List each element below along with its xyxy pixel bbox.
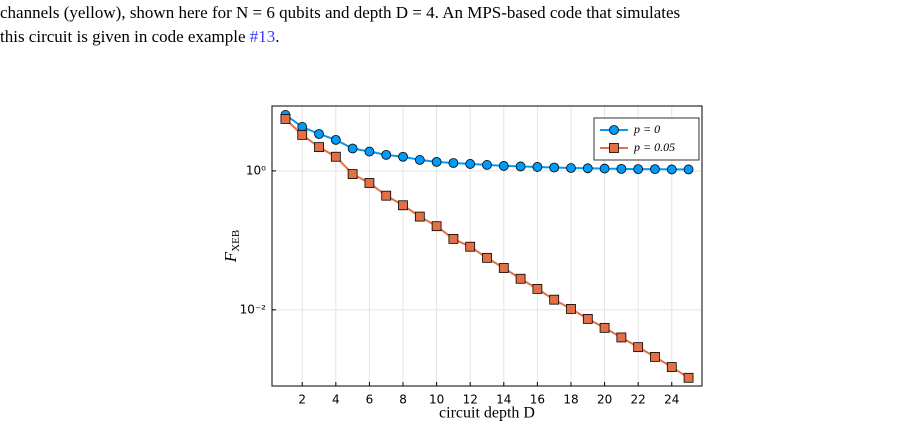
data-point <box>683 164 694 175</box>
data-point <box>448 158 459 168</box>
data-point <box>347 143 358 154</box>
data-point <box>582 313 593 324</box>
text: . <box>275 27 279 46</box>
data-point <box>381 190 392 201</box>
y-axis-label-main: F <box>221 251 240 263</box>
data-point <box>431 156 442 167</box>
data-point <box>633 164 644 175</box>
x-tick-label: 14 <box>496 393 511 407</box>
data-point <box>330 134 341 145</box>
data-point <box>566 163 576 173</box>
data-point <box>398 151 408 162</box>
legend-marker <box>609 143 619 153</box>
legend-label: p = 0.05 <box>633 140 675 154</box>
data-point <box>414 155 425 165</box>
data-point <box>566 304 576 314</box>
data-point <box>314 142 324 153</box>
data-point <box>381 149 392 160</box>
data-point <box>364 178 375 188</box>
data-point <box>330 151 341 162</box>
link[interactable]: #13 <box>250 27 276 46</box>
data-point <box>616 332 627 343</box>
data-point <box>482 160 492 170</box>
data-point <box>599 163 610 174</box>
data-point <box>515 161 526 172</box>
data-point <box>482 252 492 263</box>
data-point <box>448 233 459 244</box>
x-tick-label: 4 <box>332 393 340 407</box>
data-point <box>297 129 308 140</box>
text: this circuit is given in code example <box>0 27 250 46</box>
data-point <box>532 162 543 172</box>
x-tick-label: 8 <box>399 393 407 407</box>
x-tick-label: 12 <box>463 393 478 407</box>
data-point <box>666 164 677 175</box>
paragraph-line: channels (yellow), shown here for N = 6 … <box>0 3 680 22</box>
y-tick-label: 10⁰ <box>246 163 266 177</box>
data-point <box>633 342 644 353</box>
paragraph-line: this circuit is given in code example #1… <box>0 27 280 46</box>
data-point <box>666 362 677 372</box>
plot-frame <box>271 105 703 387</box>
data-point <box>549 294 560 305</box>
data-point <box>280 114 291 124</box>
data-point <box>498 161 509 171</box>
data-point <box>364 146 375 157</box>
data-point <box>549 162 560 173</box>
data-point <box>616 163 627 174</box>
legend-label: p = 0 <box>633 122 660 136</box>
legend-marker <box>609 125 619 135</box>
data-point <box>650 351 660 362</box>
data-point <box>465 159 476 169</box>
data-point <box>683 372 694 383</box>
y-tick-label: 10⁻² <box>240 302 267 316</box>
x-tick-label: 22 <box>631 393 646 407</box>
x-tick-label: 18 <box>563 393 578 407</box>
data-point <box>599 322 610 333</box>
x-tick-label: 24 <box>664 393 679 407</box>
data-point <box>465 241 476 252</box>
x-tick-label: 6 <box>366 393 374 407</box>
data-point <box>314 129 324 139</box>
x-tick-label: 20 <box>597 393 612 407</box>
x-tick-label: 2 <box>298 393 306 407</box>
legend-box <box>593 117 700 161</box>
y-axis-label: FXEB <box>221 230 242 263</box>
data-point <box>582 163 593 174</box>
x-tick-label: 16 <box>530 393 545 407</box>
y-axis-label-sub: XEB <box>230 230 242 252</box>
data-point <box>414 211 425 222</box>
data-point <box>398 200 408 211</box>
x-tick-label: 10 <box>429 393 444 407</box>
data-point <box>347 169 358 179</box>
data-point <box>431 221 442 232</box>
x-axis-label: circuit depth D <box>439 405 535 422</box>
data-point <box>532 284 543 294</box>
data-point <box>498 263 509 273</box>
data-point <box>515 273 526 284</box>
data-point <box>650 164 660 175</box>
